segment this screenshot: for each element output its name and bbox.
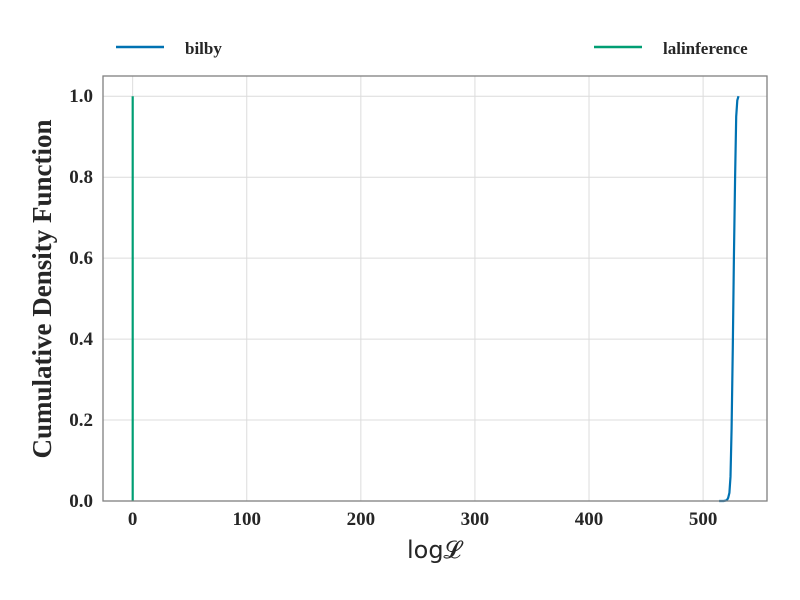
y-tick-label: 0.0 [69,491,93,512]
x-tick-label: 200 [347,509,376,530]
x-tick-label: 300 [461,509,490,530]
grid [103,76,767,502]
x-tick-label: 0 [128,509,138,530]
y-tick-label: 0.2 [69,410,93,431]
series-layer [131,95,740,503]
y-tick-label: 0.4 [69,329,93,350]
y-tick-label: 0.6 [69,248,93,269]
x-tick-label: 500 [689,509,718,530]
x-axis-label: log𝓛 [407,536,464,564]
x-tick-label: 100 [233,509,262,530]
series-line-bilby [719,95,740,503]
y-tick-labels: 0.0 0.2 0.4 0.6 0.8 1.0 [69,86,93,512]
x-tick-label: 400 [575,509,604,530]
y-tick-label: 1.0 [69,86,93,107]
plot-frame [102,75,768,502]
x-tick-labels: 0 100 200 300 400 500 [128,509,717,530]
legend-label-bilby: bilby [185,39,222,58]
legend: bilby lalinference [116,39,748,58]
legend-label-lalinference: lalinference [663,39,748,58]
y-axis-label: Cumulative Density Function [27,119,57,458]
y-tick-label: 0.8 [69,167,93,188]
